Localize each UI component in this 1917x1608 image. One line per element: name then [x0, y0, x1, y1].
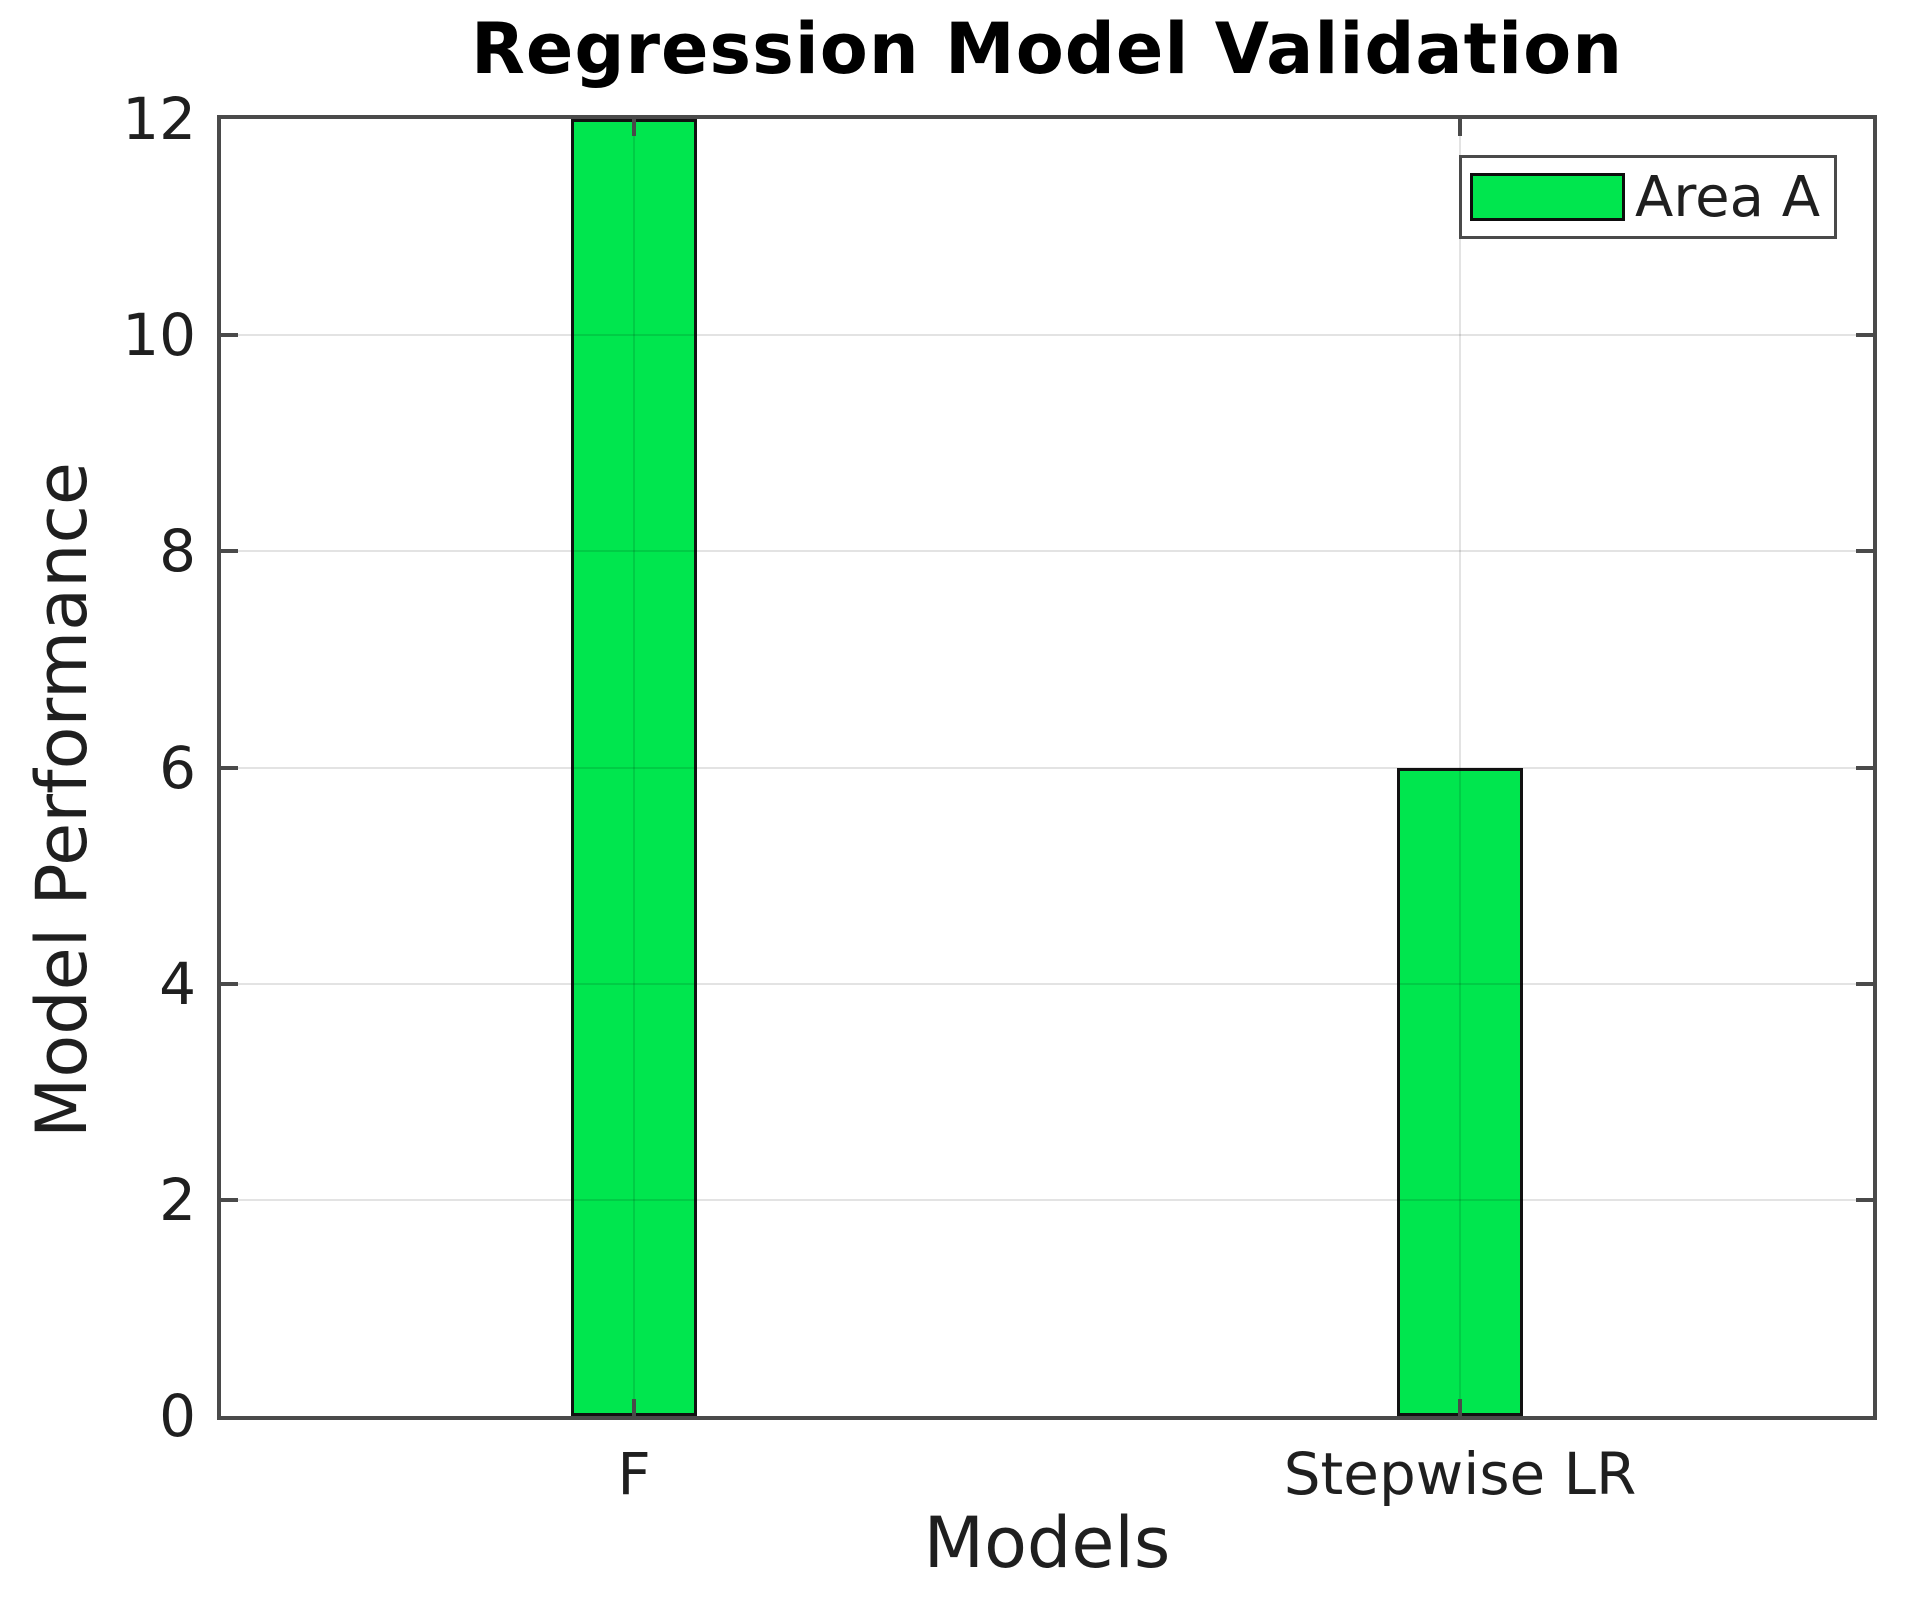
- tick-right-10: [1856, 333, 1873, 338]
- gridline-y-2: [221, 1198, 1873, 1201]
- tick-bottom-1: [632, 1399, 636, 1416]
- tick-right-6: [1856, 765, 1873, 770]
- tick-right-2: [1856, 1197, 1873, 1202]
- gridline-x-2: [1459, 119, 1461, 1416]
- bar-f: [570, 119, 698, 1416]
- chart-title: Regression Model Validation: [470, 8, 1624, 90]
- x-axis-label: Models: [923, 1502, 1171, 1584]
- tick-right-4: [1856, 981, 1873, 986]
- legend: Area A: [1459, 155, 1837, 239]
- tick-left-6: [221, 765, 238, 770]
- tick-top-1: [632, 119, 636, 136]
- legend-label: Area A: [1635, 164, 1820, 230]
- bar-stepwise-lr: [1396, 767, 1524, 1416]
- tick-bottom-2: [1458, 1399, 1462, 1416]
- tick-left-8: [221, 549, 238, 554]
- gridline-y-10: [221, 334, 1873, 337]
- x-tick-label-f: F: [617, 1440, 651, 1508]
- y-tick-label-10: 10: [122, 301, 196, 370]
- x-tick-label-stepwise-lr: Stepwise LR: [1283, 1440, 1637, 1508]
- y-tick-label-8: 8: [159, 517, 196, 586]
- tick-left-2: [221, 1197, 238, 1202]
- y-tick-label-2: 2: [159, 1165, 196, 1234]
- tick-top-2: [1458, 119, 1462, 136]
- tick-left-4: [221, 981, 238, 986]
- tick-right-8: [1856, 549, 1873, 554]
- legend-swatch-area-a: [1470, 173, 1626, 221]
- y-tick-label-6: 6: [159, 733, 196, 802]
- y-tick-label-4: 4: [159, 949, 196, 1018]
- y-tick-label-0: 0: [159, 1382, 196, 1450]
- gridline-x-1: [633, 119, 635, 1416]
- gridline-y-8: [221, 550, 1873, 553]
- gridline-y-6: [221, 766, 1873, 769]
- plot-area: Area A: [217, 115, 1877, 1420]
- y-tick-label-12: 12: [122, 85, 196, 153]
- tick-left-10: [221, 333, 238, 338]
- gridline-y-4: [221, 982, 1873, 985]
